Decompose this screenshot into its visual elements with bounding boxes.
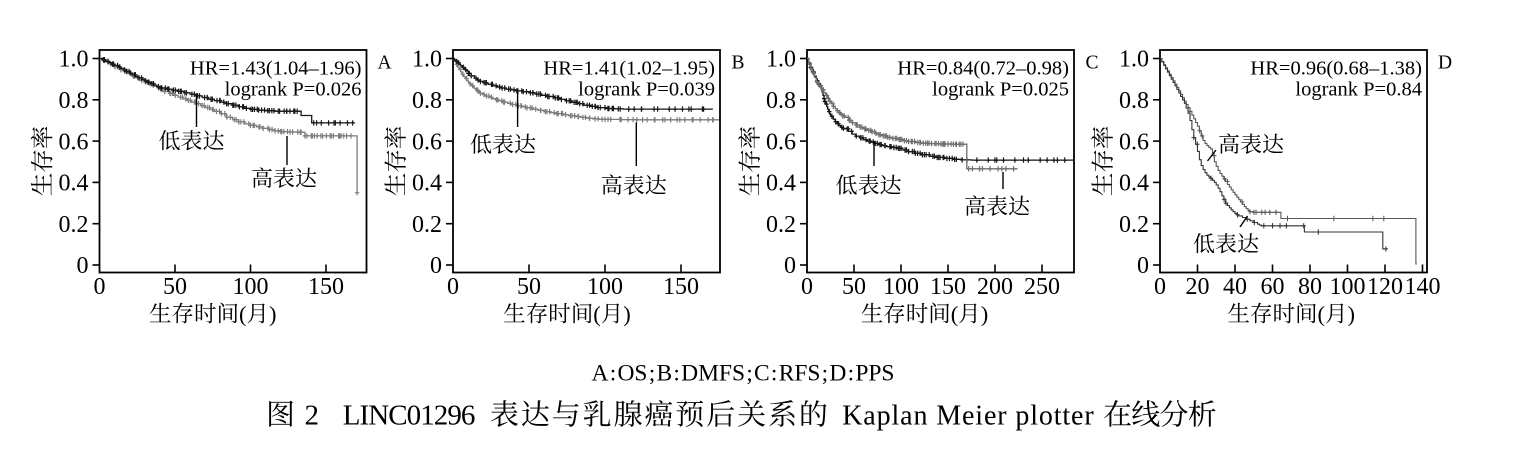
svg-text:(: (	[239, 302, 247, 327]
svg-text:0.6: 0.6	[412, 129, 442, 155]
svg-text:0.6: 0.6	[766, 129, 796, 155]
svg-text:50: 50	[842, 274, 866, 300]
svg-text:HR=0.84(0.72–0.98): HR=0.84(0.72–0.98)	[897, 58, 1069, 80]
svg-text:1.0: 1.0	[59, 47, 89, 73]
svg-text:logrank P=0.026: logrank P=0.026	[225, 79, 362, 101]
svg-text:0.4: 0.4	[766, 171, 796, 197]
svg-text:0.4: 0.4	[1119, 171, 1149, 197]
svg-text:): )	[1348, 302, 1356, 327]
svg-text:(: (	[951, 302, 959, 327]
svg-text:D: D	[1438, 53, 1452, 74]
svg-text:1.0: 1.0	[1119, 47, 1149, 73]
svg-text:100: 100	[587, 274, 623, 300]
svg-text:0.2: 0.2	[412, 212, 442, 238]
svg-text:0.2: 0.2	[766, 212, 796, 238]
svg-text:0: 0	[801, 274, 813, 300]
svg-text:0: 0	[430, 253, 442, 279]
svg-text:200: 200	[977, 274, 1013, 300]
svg-text:A: A	[377, 53, 391, 74]
svg-text:20: 20	[1186, 274, 1210, 300]
svg-text:100: 100	[1330, 274, 1366, 300]
svg-text:0.2: 0.2	[59, 212, 89, 238]
svg-text:150: 150	[930, 274, 966, 300]
svg-text:(: (	[593, 302, 601, 327]
svg-text:0: 0	[447, 274, 459, 300]
svg-text:150: 150	[308, 274, 344, 300]
svg-text:HR=0.96(0.68–1.38): HR=0.96(0.68–1.38)	[1250, 58, 1422, 80]
svg-text:40: 40	[1223, 274, 1247, 300]
svg-text:50: 50	[163, 274, 187, 300]
svg-text:HR=1.41(1.02–1.95): HR=1.41(1.02–1.95)	[543, 58, 715, 80]
svg-text:): )	[269, 302, 277, 327]
svg-text:C: C	[1085, 53, 1098, 74]
svg-text:0.8: 0.8	[59, 88, 89, 114]
svg-text:B: B	[731, 53, 744, 74]
svg-text:): )	[623, 302, 631, 327]
svg-text:1.0: 1.0	[412, 47, 442, 73]
svg-text:(: (	[1318, 302, 1326, 327]
svg-text:LINC01296: LINC01296	[343, 400, 476, 432]
svg-text:150: 150	[663, 274, 699, 300]
svg-text:0: 0	[784, 253, 796, 279]
svg-text:100: 100	[233, 274, 269, 300]
svg-text:0.8: 0.8	[766, 88, 796, 114]
svg-text:2: 2	[305, 400, 320, 432]
svg-text:1.0: 1.0	[766, 47, 796, 73]
svg-text:50: 50	[517, 274, 541, 300]
svg-text:0.6: 0.6	[1119, 129, 1149, 155]
svg-text:logrank P=0.025: logrank P=0.025	[932, 79, 1069, 101]
svg-text:0: 0	[1154, 274, 1166, 300]
svg-text:0.2: 0.2	[1119, 212, 1149, 238]
svg-text:Kaplan Meier plotter: Kaplan Meier plotter	[842, 401, 1094, 432]
svg-text:0.8: 0.8	[1119, 88, 1149, 114]
svg-text:100: 100	[883, 274, 919, 300]
svg-text:0.4: 0.4	[59, 171, 89, 197]
svg-text:HR=1.43(1.04–1.96): HR=1.43(1.04–1.96)	[190, 58, 362, 80]
svg-text:120: 120	[1367, 274, 1403, 300]
svg-text:0.8: 0.8	[412, 88, 442, 114]
svg-text:logrank P=0.039: logrank P=0.039	[578, 79, 715, 101]
svg-text:): )	[981, 302, 989, 327]
svg-text:60: 60	[1261, 274, 1285, 300]
svg-text:250: 250	[1024, 274, 1060, 300]
svg-text:0.4: 0.4	[412, 171, 442, 197]
svg-text:0: 0	[77, 253, 89, 279]
svg-text:0.6: 0.6	[59, 129, 89, 155]
svg-text:A:OS;B:DMFS;C:RFS;D:PPS: A:OS;B:DMFS;C:RFS;D:PPS	[592, 361, 895, 387]
svg-text:80: 80	[1298, 274, 1322, 300]
svg-text:140: 140	[1405, 274, 1441, 300]
svg-text:0: 0	[94, 274, 106, 300]
svg-text:0: 0	[1137, 253, 1149, 279]
svg-text:logrank P=0.84: logrank P=0.84	[1295, 79, 1422, 101]
